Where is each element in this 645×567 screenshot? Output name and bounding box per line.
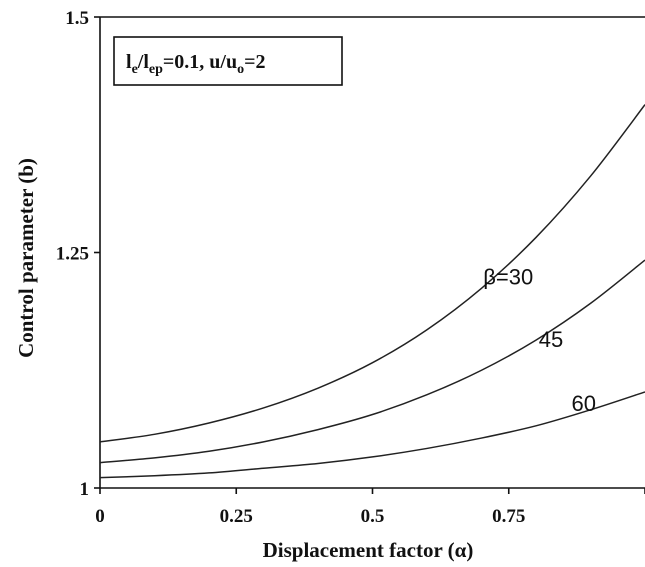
x-tick-label: 0 bbox=[95, 506, 105, 527]
x-tick-label: 0.25 bbox=[220, 506, 253, 527]
y-tick-label: 1 bbox=[80, 479, 90, 500]
x-tick-label: 0.75 bbox=[492, 506, 525, 527]
x-tick-label: 0.5 bbox=[361, 506, 385, 527]
legend-mid: =0.1, u/u bbox=[163, 51, 237, 73]
x-axis-title: Displacement factor (α) bbox=[263, 538, 474, 562]
legend-sub-o: o bbox=[237, 62, 244, 77]
legend-sub-ep: ep bbox=[149, 62, 163, 77]
series-line bbox=[99, 259, 645, 464]
legend-sub-e: e bbox=[132, 62, 138, 77]
legend-annotation: le/lep=0.1, u/uo=2 bbox=[126, 51, 266, 77]
legend-slash: /l bbox=[137, 51, 150, 73]
y-axis-title: Control parameter (b) bbox=[14, 158, 38, 358]
series-line bbox=[99, 391, 645, 479]
series-label: 45 bbox=[539, 327, 563, 352]
legend-box: le/lep=0.1, u/uo=2 bbox=[113, 36, 343, 86]
y-tick-label: 1.5 bbox=[65, 8, 89, 29]
series-line bbox=[99, 104, 645, 443]
y-tick-label: 1.25 bbox=[56, 244, 89, 265]
legend-end: =2 bbox=[244, 51, 265, 73]
legend-l: l bbox=[126, 51, 132, 73]
series-label: 60 bbox=[571, 391, 595, 416]
series-label: β=30 bbox=[483, 265, 533, 290]
